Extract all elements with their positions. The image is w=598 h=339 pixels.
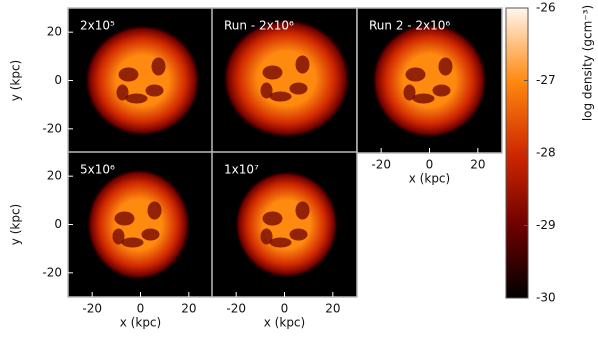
x-tick-label: -20 [226,302,246,316]
x-tick-label: 0 [137,302,145,316]
colorbar-tick-label: -29 [536,218,556,232]
density-structure [114,211,135,226]
x-axis-label: x (kpc) [264,316,305,330]
density-structure [151,57,166,76]
x-axis-label: x (kpc) [409,172,450,186]
density-map [222,18,351,139]
y-tick-label: -20 [42,121,62,135]
density-map [371,22,488,139]
density-structure [438,57,453,76]
density-structure [118,67,139,82]
density-structure [412,93,435,104]
density-structure [262,211,283,226]
density-structure [125,93,148,104]
y-axis-label: y (kpc) [9,60,23,101]
density-structure [112,228,125,245]
y-axis-label: y (kpc) [9,204,23,245]
density-structure [289,82,308,95]
y-tick-label: 20 [47,25,62,39]
density-structure [295,201,310,220]
density-structure [145,84,164,97]
density-structure [269,91,292,102]
panel-title: 5x10⁶ [80,163,115,177]
x-tick-label: 0 [281,302,289,316]
panel-title: Run 2 - 2x10⁶ [369,19,450,33]
y-tick-label: 0 [54,73,62,87]
colorbar-label: log density (gcm⁻³) [581,5,595,121]
x-tick-label: 20 [325,302,340,316]
x-axis-label: x (kpc) [120,316,161,330]
density-structure [289,228,308,241]
density-structure [403,84,416,101]
density-map [234,170,339,279]
y-tick-label: -20 [42,265,62,279]
density-structure [260,82,273,99]
density-map [84,24,201,137]
density-structure [141,228,160,241]
density-structure [405,67,426,82]
x-tick-label: 0 [426,158,434,172]
density-structure [147,201,162,220]
colorbar-tick-label: -30 [536,291,556,305]
colorbar-tick-label: -28 [536,146,556,160]
density-structure [260,228,273,245]
density-structure [116,84,129,101]
y-tick-label: 20 [47,169,62,183]
panel-title: 1x10⁷ [224,163,259,177]
density-structure [295,55,310,74]
y-tick-label: 0 [54,217,62,231]
density-map [86,168,191,281]
colorbar-tick-label: -26 [536,1,556,15]
density-structure [121,237,144,248]
density-structure [432,84,451,97]
panel-title: 2x10⁵ [80,19,115,33]
x-tick-label: 20 [181,302,196,316]
density-structure [262,65,283,80]
x-tick-label: 20 [470,158,485,172]
x-tick-label: -20 [371,158,391,172]
panel-title: Run - 2x10⁶ [224,19,294,33]
x-tick-label: -20 [82,302,102,316]
colorbar-tick-label: -27 [536,73,556,87]
density-structure [269,237,292,248]
